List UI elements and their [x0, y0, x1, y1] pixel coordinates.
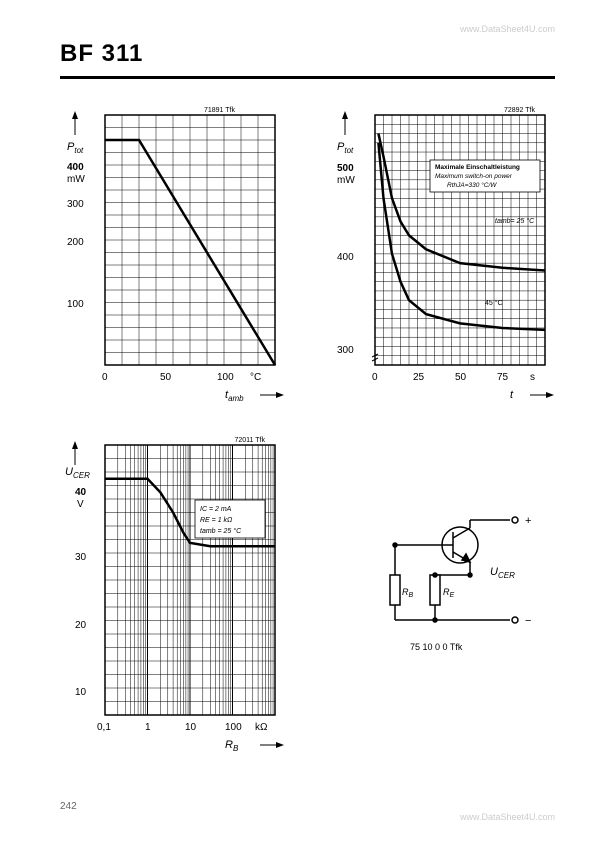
header-rule — [60, 76, 555, 79]
chart3-ytick-30: 30 — [75, 552, 87, 563]
chart-ptot-vs-tamb: Ptot 400 mW 200 100 300 0 50 100 °C tamb… — [60, 100, 290, 415]
chart1-ytick-100: 100 — [67, 299, 84, 310]
circuit-code: 75 10 0 0 Tfk — [410, 642, 463, 652]
circuit-rb: RB — [402, 587, 414, 599]
chart2-ytick-300: 300 — [337, 345, 354, 356]
chart2-xtick-75: 75 — [497, 372, 509, 383]
chart1-ytick-200: 200 — [67, 237, 84, 248]
chart1-ytick-300: 300 — [67, 199, 84, 210]
chart3-xunit: kΩ — [255, 722, 268, 733]
chart2-xtick-0: 0 — [372, 372, 378, 383]
chart2-ylabel: Ptot — [337, 141, 354, 155]
chart2-yunit: mW — [337, 175, 355, 186]
circuit-re: RE — [443, 587, 455, 599]
chart2-xlabel: t — [510, 389, 514, 401]
chart2-ytick-400: 400 — [337, 252, 354, 263]
chart3-yunit: V — [77, 499, 84, 510]
chart1-xtick-50: 50 — [160, 372, 172, 383]
chart2-xtick-50: 50 — [455, 372, 467, 383]
circuit-plus: + — [525, 515, 531, 527]
chart2-ytick-500: 500 — [337, 163, 354, 174]
chart3-xtick-01: 0,1 — [97, 722, 111, 733]
chart1-xtick-100: 100 — [217, 372, 234, 383]
chart2-code: 72892 Tfk — [504, 107, 536, 114]
chart2-curve2-label: 45 °C — [485, 299, 503, 307]
watermark-top: www.DataSheet4U.com — [460, 24, 555, 34]
chart1-code: 71891 Tfk — [204, 107, 236, 114]
chart3-xtick-100: 100 — [225, 722, 242, 733]
chart2-xtick-25: 25 — [413, 372, 425, 383]
chart3-ytick-10: 10 — [75, 687, 87, 698]
chart3-ylabel: UCER — [65, 466, 90, 480]
watermark-bottom: www.DataSheet4U.com — [460, 812, 555, 822]
chart3-xtick-10: 10 — [185, 722, 197, 733]
chart3-ytick-20: 20 — [75, 620, 87, 631]
chart3-ytick-40: 40 — [75, 487, 87, 498]
circuit-minus: − — [525, 615, 531, 627]
chart2-curve1-label: tamb= 25 °C — [495, 217, 535, 225]
chart3-anno1: IC = 2 mA — [200, 506, 232, 513]
chart3-anno2: RE = 1 kΩ — [200, 517, 233, 524]
chart2-anno-title: Maximale Einschaltleistung — [435, 164, 520, 171]
chart1-ylabel: Ptot — [67, 141, 84, 155]
chart2-xunit: s — [530, 372, 535, 383]
chart3-anno3: tamb = 25 °C — [200, 527, 242, 535]
chart1-xtick-0: 0 — [102, 372, 108, 383]
chart1-ytick-400: 400 — [67, 162, 84, 173]
page-header: BF 311 — [60, 40, 555, 79]
chart2-anno-sub1: Maximum switch-on power — [435, 173, 513, 180]
chart1-yunit: mW — [67, 174, 85, 185]
chart1-xunit: °C — [250, 372, 261, 383]
circuit-diagram: + − UCER RB RE 75 10 0 0 Tfk — [350, 510, 550, 675]
part-number-title: BF 311 — [60, 40, 555, 68]
chart3-code: 72011 Tfk — [235, 437, 266, 444]
chart-ptot-vs-time: Maximale Einschaltleistung Maximum switc… — [330, 100, 560, 415]
chart-ucer-vs-rb: IC = 2 mA RE = 1 kΩ tamb = 25 °C UCER 40… — [60, 430, 290, 765]
circuit-ucer: UCER — [490, 566, 515, 580]
chart2-anno-sub2: RthJA=330 °C/W — [447, 181, 497, 189]
chart1-xlabel: tamb — [225, 389, 244, 403]
chart3-xlabel: RB — [225, 739, 239, 753]
page-number: 242 — [60, 801, 77, 812]
chart3-xtick-1: 1 — [145, 722, 151, 733]
